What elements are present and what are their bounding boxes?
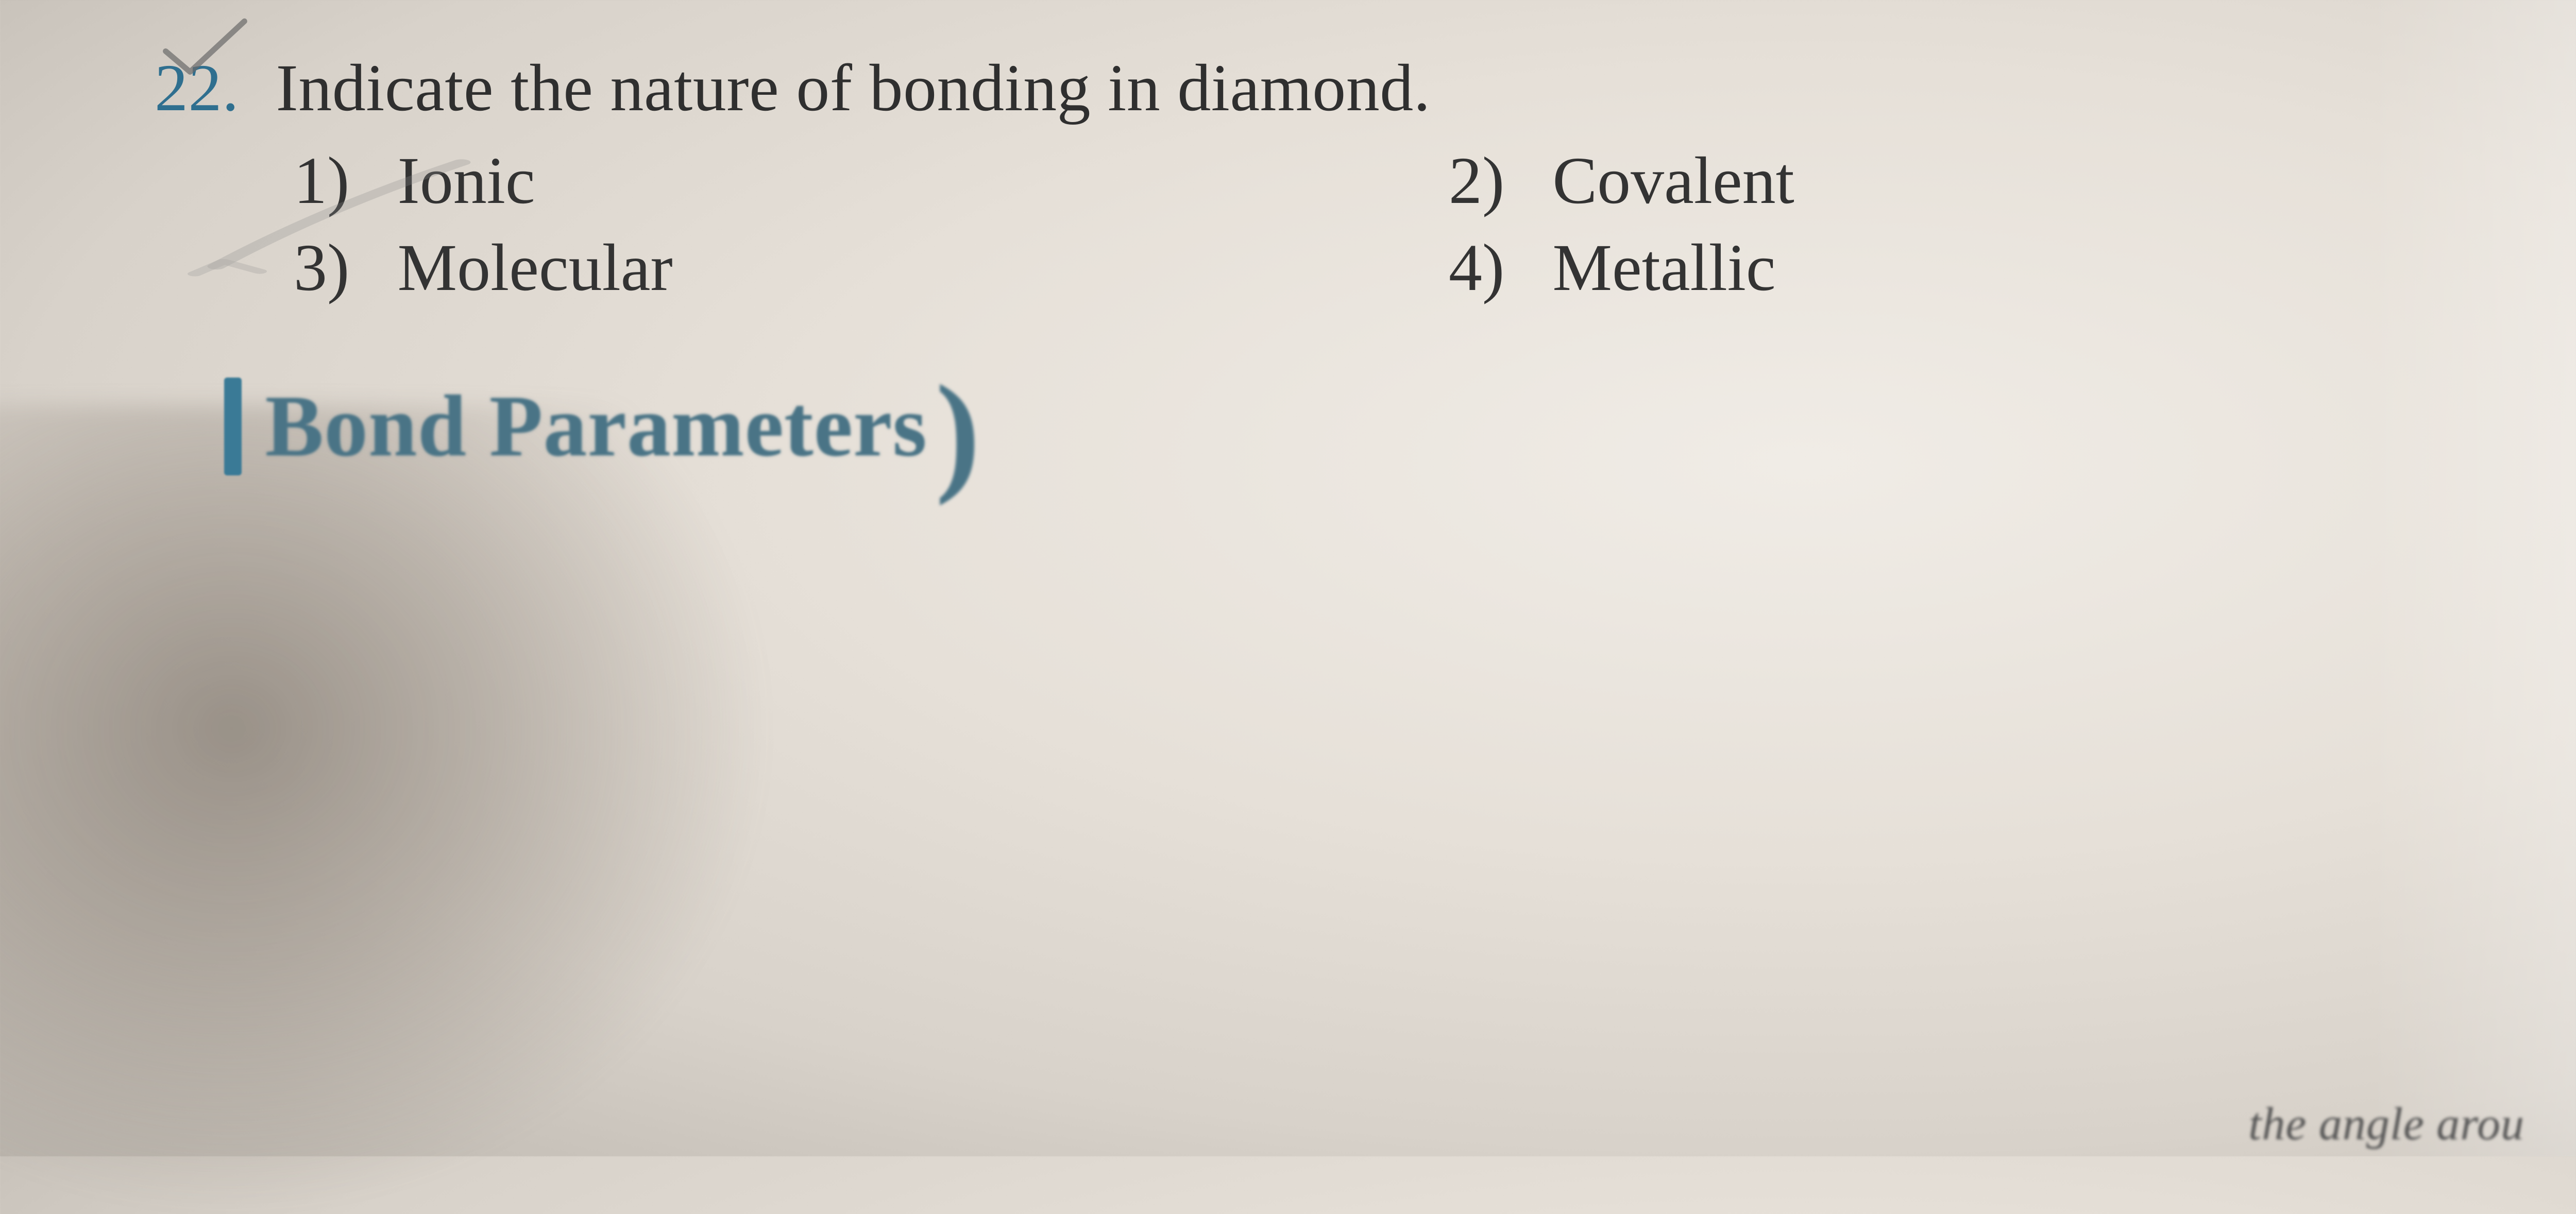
section-accent-bar bbox=[224, 378, 242, 475]
option-4-label: Metallic bbox=[1552, 229, 1775, 306]
question-number: 22. bbox=[155, 52, 239, 125]
option-2-number: 2) bbox=[1449, 142, 1529, 219]
page-content: 22. Indicate the nature of bonding in di… bbox=[0, 0, 2576, 476]
section-title: Bond Parameters bbox=[265, 376, 927, 476]
option-3-number: 3) bbox=[294, 229, 374, 306]
option-1-label: Ionic bbox=[398, 142, 535, 219]
option-4: 4) Metallic bbox=[1449, 229, 2473, 306]
section-closing-paren: ) bbox=[936, 385, 980, 478]
options-grid: 1) Ionic 2) Covalent 3) Molecular 4) Met… bbox=[294, 142, 2473, 307]
option-2: 2) Covalent bbox=[1449, 142, 2473, 219]
question-line: 22. Indicate the nature of bonding in di… bbox=[155, 52, 2473, 125]
page-corner-fragment: the angle arou bbox=[2248, 1098, 2524, 1151]
question-text: Indicate the nature of bonding in diamon… bbox=[276, 52, 1431, 125]
option-3: 3) Molecular bbox=[294, 229, 1318, 306]
section-heading-row: Bond Parameters ) bbox=[224, 376, 2473, 476]
option-1-number: 1) bbox=[294, 142, 374, 219]
question-number-text: 22. bbox=[155, 51, 239, 125]
option-2-label: Covalent bbox=[1552, 142, 1794, 219]
option-4-number: 4) bbox=[1449, 229, 1529, 306]
finger-shadow bbox=[0, 405, 773, 1214]
option-1: 1) Ionic bbox=[294, 142, 1318, 219]
option-3-label: Molecular bbox=[398, 229, 673, 306]
